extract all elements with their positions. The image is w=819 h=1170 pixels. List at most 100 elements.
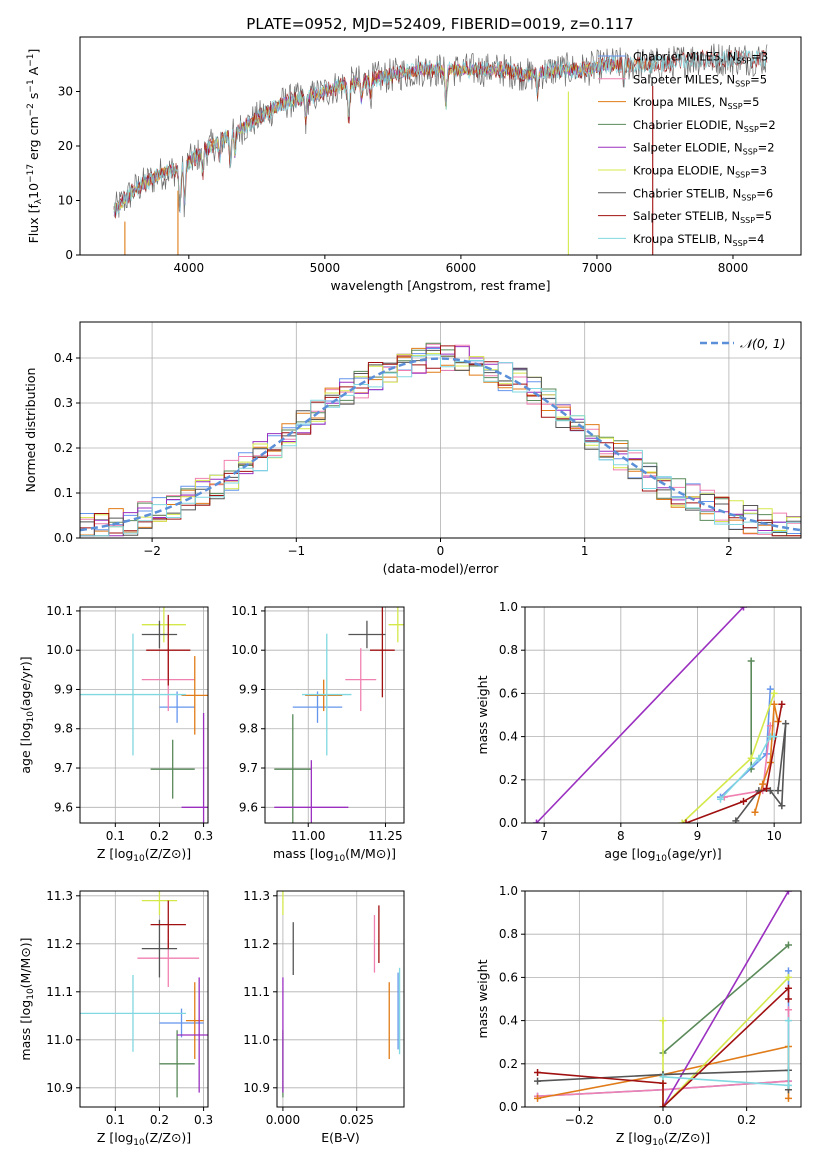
spectrum-legend: Chabrier MILES, NSSP=3 Salpeter MILES, NS…	[598, 50, 776, 248]
weight-marker	[770, 689, 778, 697]
y-tick-label: 0.2	[54, 441, 73, 455]
plot-marks-mass-weight-vs-age	[533, 607, 790, 823]
axes-frame-age-vs-mass: 11.00 11.25 9.6 9.7 9.8 9.9 10.0 10.1 mass [log1…	[231, 604, 405, 864]
y-tick-label: 1.0	[499, 600, 518, 614]
plot-area-age-vs-mass	[265, 607, 404, 823]
y-tick-label: 10.0	[231, 643, 258, 657]
y-tick-label: 9.8	[239, 722, 258, 736]
axes-spines	[79, 890, 209, 1108]
legend-entry: Chabrier MILES, NSSP=3	[633, 50, 768, 66]
histogram-legend: 𝒩(0, 1)	[700, 336, 786, 351]
x-tick-label: 0.3	[194, 1113, 213, 1127]
y-tick-label: 9.7	[239, 761, 258, 775]
plot-marks-residual-histogram	[80, 342, 801, 538]
weight-marker	[534, 1094, 542, 1102]
weight-marker	[740, 607, 747, 611]
gaussian-curve	[80, 357, 801, 532]
y-tick-label: 0.4	[54, 351, 73, 365]
y-tick-label: 11.2	[243, 937, 270, 951]
plot-area-mass-vs-Z	[80, 891, 208, 1107]
x-tick-label: 8000	[718, 261, 749, 275]
y-tick-label: 1.0	[499, 884, 518, 898]
plot-area-mass-vs-ebv	[277, 891, 404, 1107]
spectrum-series-line	[113, 43, 768, 218]
y-tick-label: 0.4	[499, 730, 518, 744]
weight-marker	[751, 808, 759, 816]
weight-marker	[778, 700, 786, 708]
chart-mass-weight-vs-age: 7 8 9 10 0.0 0.2 0.4 0.6 0.8 1.0 age [log10(age/yr…	[475, 600, 802, 864]
y-tick-label: 10.9	[243, 1081, 270, 1095]
y-tick-label: 9.6	[239, 800, 258, 814]
y-tick-label: 0	[65, 248, 73, 262]
x-axis-label: mass [log10(M/M⊙)]	[273, 846, 396, 864]
legend-entry: Salpeter ELODIE, NSSP=2	[633, 141, 775, 157]
weight-marker	[759, 780, 767, 788]
x-tick-label: 0	[437, 544, 445, 558]
y-tick-label: 11.3	[46, 889, 73, 903]
weight-series-line	[662, 976, 790, 1107]
x-axis-label: wavelength [Angstrom, rest frame]	[330, 278, 550, 293]
y-tick-label: 11.0	[243, 1033, 270, 1047]
legend-entry: Salpeter MILES, NSSP=5	[633, 72, 767, 88]
weight-marker	[766, 685, 774, 693]
y-tick-label: 11.0	[46, 1033, 73, 1047]
y-tick-label: 10.1	[46, 604, 73, 618]
legend-entry: Chabrier ELODIE, NSSP=2	[633, 118, 776, 134]
weight-marker	[659, 1079, 667, 1087]
y-tick-label: 11.3	[243, 889, 270, 903]
axes-spines	[276, 890, 405, 1108]
histogram-series-outline	[80, 345, 801, 538]
weight-marker	[784, 891, 792, 895]
x-tick-label: 2	[725, 544, 733, 558]
weight-marker	[770, 700, 778, 708]
x-tick-label: 0.0	[653, 1113, 672, 1127]
axes-frame-mass-vs-Z: 0.1 0.2 0.3 10.9 11.0 11.1 11.2 11.3 Z [log10(Z/…	[18, 889, 213, 1148]
chart-age-vs-mass: 11.00 11.25 9.6 9.7 9.8 9.9 10.0 10.1 mass [log1…	[231, 604, 405, 864]
y-tick-label: 9.9	[239, 682, 258, 696]
chart-mass-vs-ebv: 0.000 0.025 10.9 11.0 11.1 11.2 11.3 E(B-V)	[243, 889, 405, 1145]
weight-marker	[784, 967, 792, 975]
x-tick-label: −2	[143, 544, 161, 558]
x-tick-label: 1	[581, 544, 589, 558]
histogram-series-outline	[80, 354, 801, 538]
y-tick-label: 0.1	[54, 486, 73, 500]
weight-marker	[747, 754, 755, 762]
y-axis-label: Flux [fλ10−17 erg cm−2 s−1 A−1]	[26, 49, 44, 244]
weight-series-line	[685, 704, 783, 823]
y-tick-label: 9.6	[54, 800, 73, 814]
weight-marker	[784, 973, 792, 981]
legend-entry: 𝒩(0, 1)	[740, 336, 786, 351]
y-axis-label: Normed distribution	[23, 368, 38, 493]
x-tick-label: 11.25	[368, 829, 402, 843]
x-axis-label: Z [log10(Z/Z⊙)]	[616, 1130, 710, 1148]
x-tick-label: 7	[540, 829, 548, 843]
weight-marker	[784, 1081, 792, 1089]
y-tick-label: 10	[58, 194, 73, 208]
x-axis-label: Z [log10(Z/Z⊙)]	[97, 1130, 191, 1148]
weight-marker	[784, 995, 792, 1003]
weight-marker	[732, 817, 740, 823]
legend-entry: Kroupa ELODIE, NSSP=3	[633, 164, 767, 180]
weight-marker	[784, 1006, 792, 1014]
weight-marker	[784, 941, 792, 949]
weight-marker	[740, 797, 747, 805]
legend-entry: Salpeter STELIB, NSSP=5	[633, 209, 772, 225]
x-axis-label: Z [log10(Z/Z⊙)]	[97, 846, 191, 864]
plot-marks-mass-vs-ebv	[282, 891, 401, 1098]
weight-marker	[659, 1073, 667, 1081]
y-tick-label: 0.4	[499, 1014, 518, 1028]
weight-marker	[784, 1017, 792, 1025]
x-axis-label: age [log10(age/yr)]	[604, 846, 721, 864]
weight-marker	[747, 657, 755, 665]
y-tick-label: 10.1	[231, 604, 258, 618]
x-tick-label: 6000	[446, 261, 477, 275]
weight-marker	[770, 733, 778, 741]
axes-frame-mass-weight-vs-Z: −0.2 0.0 0.2 0.0 0.2 0.4 0.6 0.8 1.0 Z [log10(Z/Z…	[475, 884, 802, 1148]
weight-marker	[659, 1017, 667, 1025]
x-tick-label: 0.2	[737, 1113, 756, 1127]
y-tick-label: 10.9	[46, 1081, 73, 1095]
x-tick-label: −0.2	[565, 1113, 594, 1127]
plot-marks-age-vs-Z	[80, 607, 208, 823]
axes-spines	[524, 606, 802, 824]
chart-mass-weight-vs-Z: −0.2 0.0 0.2 0.0 0.2 0.4 0.6 0.8 1.0 Z [log10(Z/Z…	[475, 884, 802, 1148]
